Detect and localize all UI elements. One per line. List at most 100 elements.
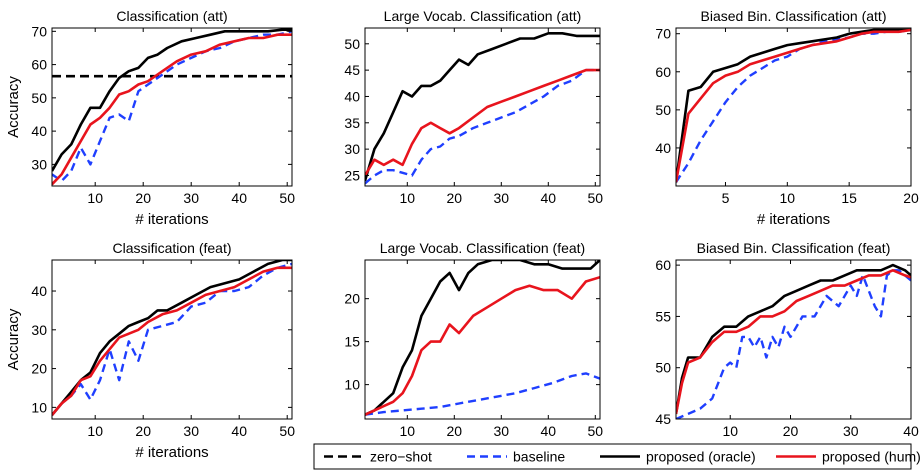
plot-frame	[364, 259, 601, 420]
y-tick-label: 50	[344, 36, 360, 52]
x-tick-label: 30	[183, 190, 199, 206]
series-line-baseline	[52, 30, 292, 183]
y-tick-label: 20	[344, 291, 360, 307]
x-tick-label: 10	[87, 423, 103, 439]
series-line-hum	[52, 33, 292, 186]
chart-title: Classification (att)	[116, 8, 227, 24]
y-tick-label: 35	[344, 115, 360, 131]
series-line-oracle	[365, 260, 600, 416]
x-tick-label: 50	[588, 190, 604, 206]
y-tick-label: 55	[655, 308, 671, 324]
y-tick-label: 10	[344, 377, 360, 393]
chart-title: Classification (feat)	[112, 240, 231, 256]
x-axis-label: # iterations	[135, 211, 208, 228]
x-tick-label: 50	[279, 190, 295, 206]
x-tick-label: 10	[400, 190, 416, 206]
chart-title: Biased Bin. Classification (att)	[701, 8, 887, 24]
y-tick-label: 10	[31, 399, 47, 415]
y-tick-label: 60	[31, 57, 47, 73]
x-tick-label: 50	[279, 423, 295, 439]
x-tick-label: 10	[722, 423, 738, 439]
series-line-baseline	[365, 372, 600, 416]
x-axis-label: # iterations	[757, 211, 830, 228]
legend-label: zero−shot	[370, 449, 432, 465]
x-tick-label: 30	[183, 423, 199, 439]
series-line-hum	[365, 275, 600, 416]
x-tick-label: 10	[87, 190, 103, 206]
legend-label: baseline	[513, 449, 565, 465]
plot-frame	[51, 27, 293, 187]
y-tick-label: 50	[655, 102, 671, 118]
x-tick-label: 40	[541, 190, 557, 206]
y-tick-label: 70	[655, 26, 671, 42]
chart-panel-3: 5 10 15 20 40 50 60 70 Biased Bin. Classificatio…	[655, 8, 919, 228]
y-tick-label: 40	[31, 283, 47, 299]
y-tick-label: 45	[344, 62, 360, 78]
x-tick-label: 15	[841, 190, 857, 206]
y-tick-label: 60	[655, 257, 671, 273]
plot-frame	[364, 27, 601, 187]
y-tick-label: 40	[31, 123, 47, 139]
y-tick-label: 50	[31, 90, 47, 106]
y-tick-label: 20	[31, 361, 47, 377]
y-tick-label: 30	[31, 322, 47, 338]
x-tick-label: 10	[400, 423, 416, 439]
x-tick-label: 20	[447, 190, 463, 206]
series-line-hum	[676, 268, 911, 415]
series-line-baseline	[365, 68, 600, 185]
y-axis-label: Accuracy	[5, 76, 22, 138]
x-tick-label: 20	[903, 190, 919, 206]
series-line-oracle	[52, 28, 292, 172]
x-tick-label: 20	[135, 423, 151, 439]
chart-panel-6: 10 20 30 40 45 50 55 60 Biased Bin. Classificati…	[655, 240, 919, 439]
y-tick-label: 50	[655, 360, 671, 376]
series-line-oracle	[365, 31, 600, 182]
y-tick-label: 30	[31, 156, 47, 172]
y-tick-label: 70	[31, 23, 47, 39]
series-line-oracle	[52, 260, 292, 416]
chart-title: Biased Bin. Classification (feat)	[697, 240, 891, 256]
series-line-hum	[676, 28, 911, 183]
y-axis-label: Accuracy	[5, 308, 22, 370]
y-tick-label: 60	[655, 64, 671, 80]
series-line-baseline	[52, 262, 292, 416]
series-line-hum	[52, 266, 292, 416]
plot-frame	[675, 259, 912, 420]
x-tick-label: 30	[494, 423, 510, 439]
legend: zero−shot baseline proposed (oracle) propos…	[313, 443, 921, 470]
x-axis-label: # iterations	[135, 444, 208, 461]
chart-title: Large Vocab. Classification (feat)	[380, 240, 585, 256]
x-tick-label: 40	[903, 423, 919, 439]
plot-frame	[51, 259, 293, 420]
chart-panel-2: 10 20 30 40 50 25 30 35 40 45 50 Large Vocab. Class…	[344, 8, 603, 206]
x-tick-label: 20	[135, 190, 151, 206]
x-tick-label: 50	[588, 423, 604, 439]
legend-label: proposed (oracle)	[646, 449, 756, 465]
chart-panel-5: 10 20 30 40 50 10 15 20 Large Vocab. Classificat…	[344, 240, 603, 439]
series-line-baseline	[676, 269, 911, 419]
x-tick-label: 40	[541, 423, 557, 439]
legend-label: proposed (hum)	[822, 449, 921, 465]
chart-panel-4: 10 20 30 40 50 10 20 30 40 Classification (feat) #…	[5, 240, 295, 461]
series-line-baseline	[676, 28, 911, 183]
plot-frame	[675, 27, 912, 187]
x-tick-label: 40	[231, 190, 247, 206]
y-tick-label: 30	[344, 141, 360, 157]
series-line-oracle	[676, 263, 911, 415]
x-tick-label: 10	[780, 190, 796, 206]
y-tick-label: 40	[655, 140, 671, 156]
x-tick-label: 20	[783, 423, 799, 439]
x-tick-label: 30	[494, 190, 510, 206]
y-tick-label: 45	[655, 411, 671, 427]
x-tick-label: 30	[843, 423, 859, 439]
series-line-hum	[365, 68, 600, 177]
series-line-oracle	[676, 28, 911, 183]
x-tick-label: 20	[447, 423, 463, 439]
y-tick-label: 25	[344, 167, 360, 183]
chart-title: Large Vocab. Classification (att)	[384, 8, 582, 24]
y-tick-label: 40	[344, 88, 360, 104]
x-tick-label: 5	[722, 190, 730, 206]
chart-panel-1: 10 20 30 40 50 30 40 50 60 70 Classification (att)…	[5, 8, 295, 228]
x-tick-label: 40	[231, 423, 247, 439]
